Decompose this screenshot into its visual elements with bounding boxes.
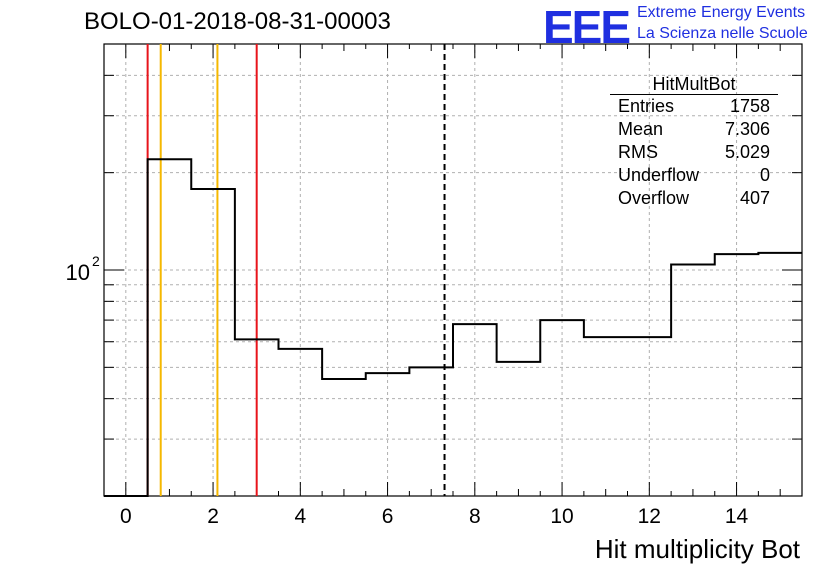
eee-logo: EEE: [543, 1, 631, 53]
stats-box: HitMultBot Entries 1758 Mean 7.306 RMS 5.02…: [610, 74, 778, 210]
stats-label: Mean: [618, 119, 664, 139]
stats-row: Overflow 407: [610, 187, 778, 210]
axis-ticks: [103, 44, 803, 496]
stats-row: Entries 1758: [610, 95, 778, 118]
stats-label: Entries: [618, 96, 675, 116]
stats-value: 0: [759, 165, 770, 185]
stats-label: Underflow: [618, 165, 700, 185]
stats-value: 1758: [729, 96, 770, 116]
x-tick-label: 10: [550, 505, 573, 528]
stats-label: Overflow: [618, 188, 690, 208]
stats-name: HitMultBot: [610, 74, 778, 95]
x-axis-label: Hit multiplicity Bot: [594, 534, 800, 564]
x-tick-label: 12: [638, 505, 661, 528]
y-tick-labels: 10 2: [66, 253, 100, 285]
stats-label: RMS: [618, 142, 658, 162]
x-tick-label: 2: [207, 505, 219, 528]
x-tick-label: 14: [725, 505, 749, 528]
stats-value: 5.029: [724, 142, 770, 162]
y-tick-label: 10: [66, 260, 90, 285]
x-tick-label: 4: [294, 505, 306, 528]
stats-row: RMS 5.029: [610, 141, 778, 164]
x-tick-labels: 0 2 4 6 8 10 12 14: [120, 505, 749, 528]
stats-row: Underflow 0: [610, 164, 778, 187]
y-tick-label-exponent: 2: [92, 253, 100, 269]
stats-row: Mean 7.306: [610, 118, 778, 141]
x-tick-label: 0: [120, 505, 132, 528]
histogram-bins: [104, 158, 802, 497]
logo-line-2: La Scienza nelle Scuole: [637, 25, 808, 42]
logo-line-1: Extreme Energy Events: [637, 4, 806, 21]
stats-value: 407: [739, 188, 770, 208]
x-tick-label: 8: [469, 505, 481, 528]
stats-value: 7.306: [724, 119, 770, 139]
chart-title: BOLO-01-2018-08-31-00003: [84, 8, 391, 35]
histogram-outline: [104, 158, 802, 497]
x-tick-label: 6: [382, 505, 394, 528]
